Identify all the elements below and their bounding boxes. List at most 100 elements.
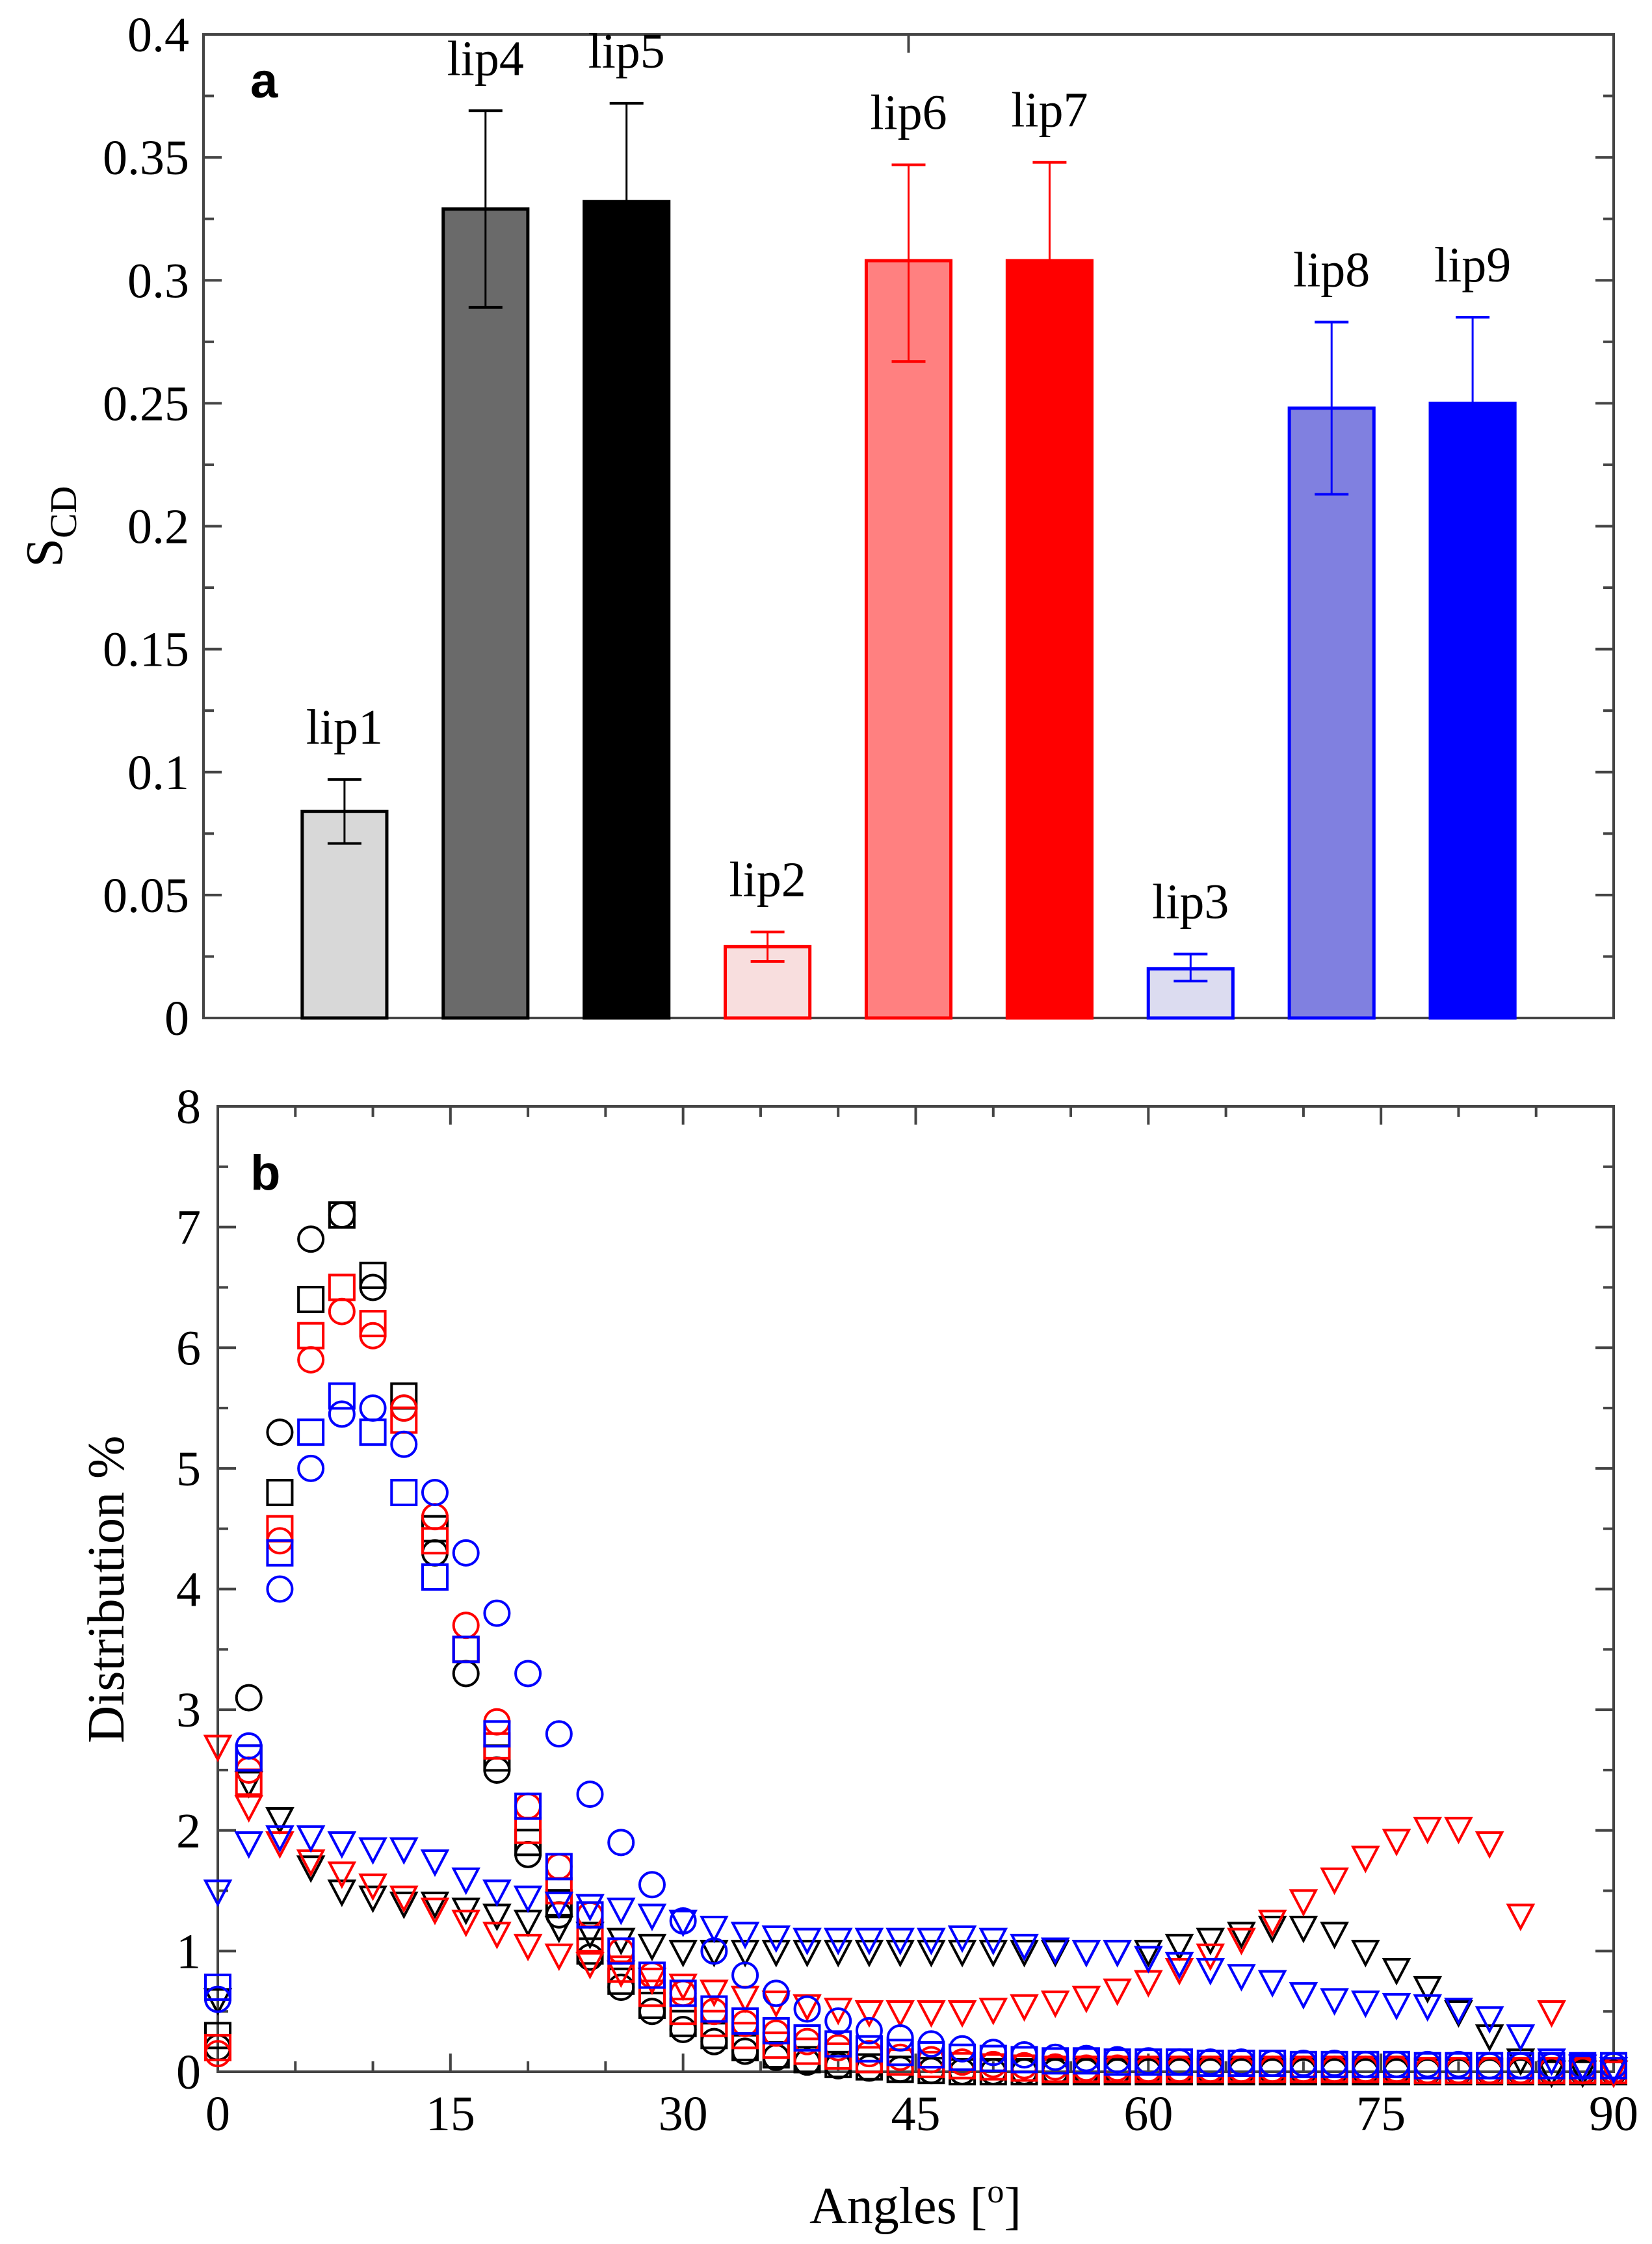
data-point-triangle xyxy=(389,1885,419,1914)
data-point-triangle xyxy=(482,1922,512,1950)
bar-label: lip6 xyxy=(870,85,947,140)
data-point-triangle xyxy=(389,1837,419,1865)
y-tick-label: 0.35 xyxy=(103,131,189,185)
data-point-square xyxy=(669,1979,697,2007)
bar-rect xyxy=(864,259,953,1020)
bar-label: lip1 xyxy=(306,700,383,755)
data-point-triangle xyxy=(947,2000,977,2028)
panel-b-y-axis-label: Distribution % xyxy=(78,1435,135,1743)
series-square xyxy=(204,1201,1627,2085)
data-point-triangle xyxy=(482,1903,512,1931)
x-tick-label: 45 xyxy=(891,2087,941,2141)
data-point-triangle xyxy=(1475,2006,1504,2034)
data-point-circle xyxy=(452,1539,480,1567)
data-point-triangle xyxy=(917,2000,946,2028)
panel-a-y-ticks: 0 0.05 0.1 0.15 0.2 0.25 0.3 0.35 0.4 xyxy=(103,8,1614,1046)
data-point-triangle xyxy=(1164,1958,1194,1986)
data-point-square xyxy=(514,1792,542,1820)
data-point-square xyxy=(328,1273,356,1301)
data-point-triangle xyxy=(575,1922,605,1950)
data-point-square xyxy=(328,1382,356,1410)
data-point-square xyxy=(359,1310,387,1338)
data-point-circle xyxy=(266,1575,294,1603)
data-point-square xyxy=(545,1853,573,1881)
bar-lip1: lip1 xyxy=(300,700,389,1020)
data-point-triangle xyxy=(637,1903,667,1931)
bar-label: lip3 xyxy=(1152,875,1229,930)
data-point-circle xyxy=(235,1684,263,1712)
data-point-triangle xyxy=(1413,1994,1443,2022)
data-point-square xyxy=(421,1527,449,1555)
x-label-main: Angles [ xyxy=(809,2178,987,2235)
data-point-square xyxy=(297,1322,325,1350)
data-point-triangle xyxy=(1071,1940,1101,1968)
data-point-square xyxy=(483,1720,511,1748)
data-point-triangle xyxy=(730,1940,760,1968)
data-point-square xyxy=(576,1901,604,1929)
data-point-triangle xyxy=(1196,1927,1226,1956)
data-point-triangle xyxy=(885,1940,915,1968)
data-point-circle xyxy=(328,1298,356,1325)
data-point-square xyxy=(700,2009,728,2037)
data-point-square xyxy=(266,1479,294,1506)
data-point-circle xyxy=(514,1792,542,1820)
data-point-square xyxy=(762,2031,790,2059)
data-point-triangle xyxy=(1382,1958,1411,1986)
series-triangle-down xyxy=(203,1825,1629,2085)
data-point-square xyxy=(452,1636,480,1663)
x-tick-label: 90 xyxy=(1589,2087,1638,2141)
data-point-triangle xyxy=(700,1979,729,2007)
bar-label: lip8 xyxy=(1293,243,1370,298)
y-label-main: S xyxy=(16,538,73,568)
data-point-circle xyxy=(700,2028,728,2055)
data-point-circle xyxy=(824,2007,852,2035)
data-point-circle xyxy=(762,1979,790,2007)
data-point-circle xyxy=(793,1995,821,2023)
data-point-triangle xyxy=(575,1951,605,1980)
data-point-triangle xyxy=(606,1960,636,1989)
data-point-square xyxy=(1196,2050,1224,2078)
data-point-square xyxy=(1072,2047,1100,2075)
data-point-triangle xyxy=(327,1831,357,1859)
x-tick-label: 60 xyxy=(1123,2087,1173,2141)
data-point-square xyxy=(390,1479,418,1506)
series-circle xyxy=(204,1298,1627,2085)
data-point-triangle xyxy=(1040,1990,1070,2018)
data-point-triangle xyxy=(637,1933,667,1962)
data-point-triangle xyxy=(420,1898,450,1925)
data-point-square xyxy=(1134,2048,1162,2076)
data-point-triangle xyxy=(1567,2060,1597,2089)
data-point-triangle xyxy=(234,1771,264,1799)
x-label-superscript: o xyxy=(987,2173,1004,2210)
data-point-circle xyxy=(638,1998,666,2026)
x-label-end: ] xyxy=(1004,2178,1021,2235)
data-point-triangle xyxy=(358,1837,387,1865)
series-square xyxy=(204,1382,1627,2080)
data-point-triangle xyxy=(544,1916,574,1944)
data-point-triangle xyxy=(1134,1970,1163,1998)
bar-lip2: lip2 xyxy=(724,853,812,1020)
data-point-triangle xyxy=(513,1885,543,1914)
bar-rect xyxy=(1428,401,1517,1020)
bar-lip7: lip7 xyxy=(1005,83,1094,1020)
data-point-circle xyxy=(607,1829,635,1857)
data-point-triangle xyxy=(1320,1867,1349,1896)
data-point-square xyxy=(328,1201,356,1229)
data-point-triangle xyxy=(978,1998,1008,2026)
data-point-square xyxy=(607,1955,635,1983)
data-point-triangle xyxy=(358,1885,387,1914)
data-point-triangle xyxy=(823,1940,853,1968)
data-point-square xyxy=(1445,2052,1473,2080)
data-point-circle xyxy=(576,1781,604,1808)
panel-a-bars: lip1 lip4 lip5 lip2 lip6 lip7 lip3 lip8 lip9 xyxy=(300,24,1517,1020)
data-point-triangle xyxy=(761,1925,791,1953)
data-point-square xyxy=(949,2043,977,2071)
data-point-triangle xyxy=(513,1909,543,1938)
data-point-circle xyxy=(545,1853,573,1881)
data-point-triangle xyxy=(1382,1992,1411,2021)
y-label-subscript: CD xyxy=(42,486,85,538)
data-point-triangle xyxy=(1289,1889,1318,1917)
data-point-triangle xyxy=(1227,1964,1256,1992)
y-tick-label: 6 xyxy=(176,1321,201,1376)
